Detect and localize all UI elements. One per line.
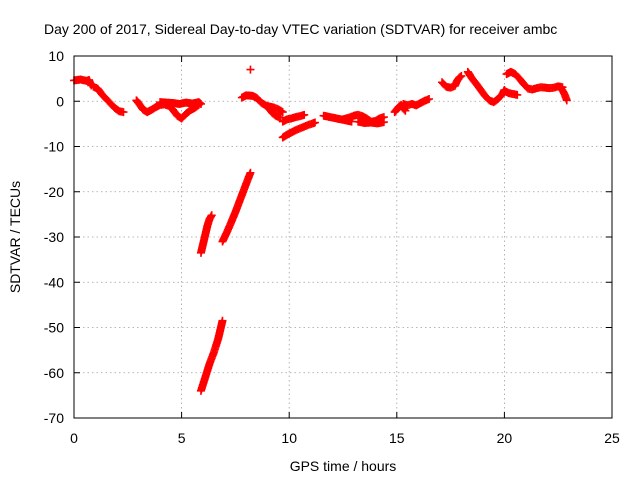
y-tick-label: -20 bbox=[44, 184, 64, 200]
series-arc-21 bbox=[502, 67, 567, 94]
y-tick-label: 0 bbox=[56, 93, 64, 109]
data-point bbox=[119, 108, 128, 117]
series-arc-10 bbox=[263, 102, 285, 122]
y-tick-label: -70 bbox=[44, 410, 64, 426]
data-point bbox=[278, 108, 287, 117]
y-axis-label: SDTVAR / TECUs bbox=[7, 181, 23, 293]
x-tick-label: 5 bbox=[178, 430, 186, 446]
data-point bbox=[246, 168, 255, 177]
series-arc-15 bbox=[354, 117, 388, 128]
x-tick-label: 0 bbox=[70, 430, 78, 446]
data-point bbox=[196, 99, 205, 108]
y-tick-label: -50 bbox=[44, 320, 64, 336]
series-arc-12 bbox=[278, 118, 320, 142]
series-arc-18 bbox=[437, 71, 466, 92]
data-point bbox=[300, 110, 309, 119]
series-arc-1 bbox=[70, 75, 96, 90]
series-arc-22 bbox=[556, 83, 571, 105]
data-point bbox=[457, 71, 466, 80]
x-tick-label: 20 bbox=[497, 430, 513, 446]
series-arc-5 bbox=[196, 211, 216, 257]
data-point-fill bbox=[195, 99, 204, 108]
x-tick-label: 15 bbox=[389, 430, 405, 446]
tick-labels: 0 5 10 15 20 25 10 0 -10 -20 -30 -40 -50 -60 -70 bbox=[44, 48, 620, 446]
data-point bbox=[513, 90, 522, 99]
y-tick-label: -10 bbox=[44, 139, 64, 155]
data-point-fill bbox=[456, 72, 465, 81]
grid-lines bbox=[74, 56, 612, 418]
series-arc-9 bbox=[237, 91, 287, 117]
data-point bbox=[311, 118, 320, 127]
y-tick-label: 10 bbox=[48, 48, 64, 64]
data-point bbox=[218, 316, 227, 325]
y-tick-label: -30 bbox=[44, 229, 64, 245]
x-tick-label: 25 bbox=[604, 430, 620, 446]
data-points bbox=[70, 65, 571, 395]
data-point bbox=[562, 96, 571, 105]
data-point bbox=[379, 118, 388, 127]
y-tick-label: -60 bbox=[44, 365, 64, 381]
data-point bbox=[246, 65, 255, 74]
series-arc-8 bbox=[246, 65, 255, 74]
series-arc-2 bbox=[89, 82, 128, 117]
x-tick-label: 10 bbox=[281, 430, 297, 446]
series-arc-4 bbox=[156, 98, 205, 108]
series-arc-17 bbox=[399, 94, 434, 110]
series-arc-19 bbox=[463, 67, 509, 107]
series-arc-7 bbox=[218, 168, 255, 246]
series-arc-20 bbox=[500, 86, 522, 99]
series-arc-11 bbox=[278, 110, 309, 126]
data-point bbox=[425, 94, 434, 103]
plot-frame bbox=[73, 55, 613, 419]
series-arc-6 bbox=[196, 316, 227, 395]
chart-title: Day 200 of 2017, Sidereal Day-to-day VTE… bbox=[44, 21, 557, 37]
x-axis-label: GPS time / hours bbox=[290, 458, 397, 474]
y-tick-label: -40 bbox=[44, 274, 64, 290]
data-point bbox=[207, 211, 216, 220]
